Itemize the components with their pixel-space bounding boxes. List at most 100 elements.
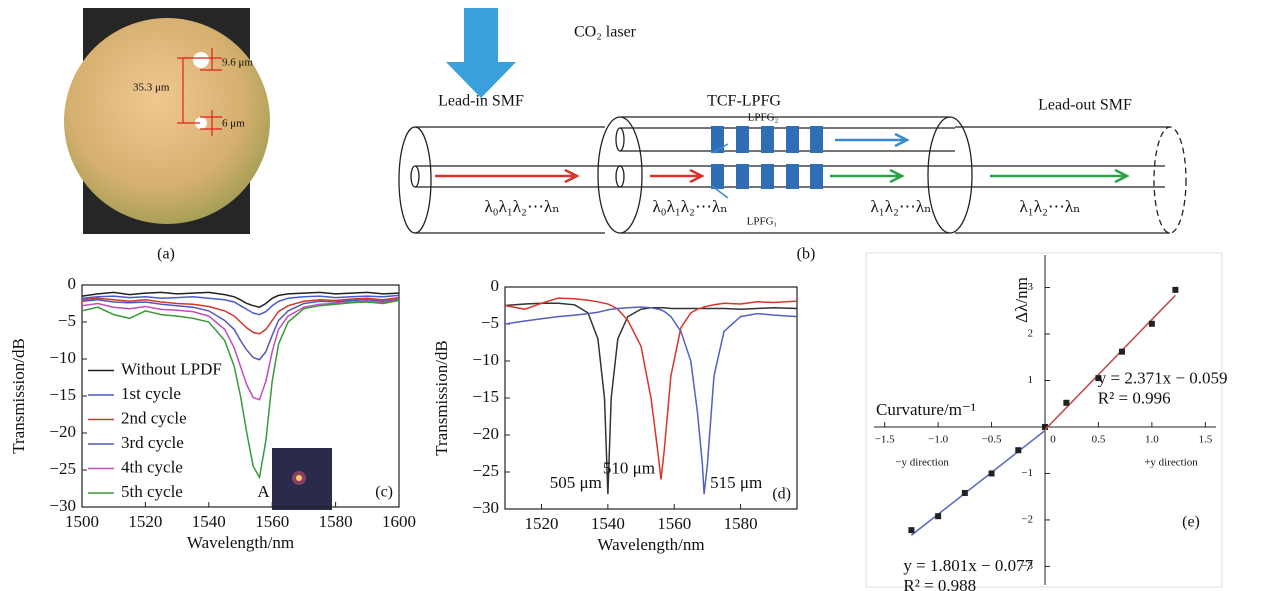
legend-label: 3rd cycle xyxy=(121,433,184,452)
hole xyxy=(193,52,209,68)
cylinder-end xyxy=(597,116,643,234)
series-line xyxy=(81,296,400,335)
series-line xyxy=(504,306,798,495)
measure-label: 6 μm xyxy=(222,118,245,130)
series-line xyxy=(504,297,798,480)
x-tick-label: −0.5 xyxy=(982,434,1002,446)
photo: 9.6 μm 35.3 μm 6 μm (a) xyxy=(64,8,270,263)
cylinder xyxy=(955,126,1170,234)
measure-label: 35.3 μm xyxy=(133,82,170,94)
measure-label: 9.6 μm xyxy=(222,57,253,69)
data-point xyxy=(961,489,968,496)
panel-label: (d) xyxy=(772,486,791,503)
x-tick-label: 1560 xyxy=(255,512,289,531)
data-point xyxy=(1063,399,1070,406)
y-tick-label: −2 xyxy=(1021,513,1033,525)
panel-label: (e) xyxy=(1182,514,1200,531)
data-point xyxy=(1148,320,1155,327)
core xyxy=(415,165,622,188)
y-tick-label: −30 xyxy=(472,498,499,517)
cylinder xyxy=(415,126,605,234)
y-tick-label: −25 xyxy=(472,461,499,480)
series-line xyxy=(81,299,400,401)
x-tick-label: 0 xyxy=(1050,434,1056,446)
caption: (a) xyxy=(157,246,175,263)
x-tick-label: 1540 xyxy=(591,514,625,533)
inset-spot xyxy=(296,475,302,481)
x-tick-label: 1600 xyxy=(382,512,416,531)
series-line xyxy=(504,302,798,495)
series-line xyxy=(81,298,400,361)
x-tick-label: 1.0 xyxy=(1145,434,1159,446)
core-end xyxy=(615,165,625,188)
caption: (b) xyxy=(797,246,816,263)
y-axis-label: Transmission/dB xyxy=(9,338,28,454)
signal-label: λ₁λ₂⋯λₙ xyxy=(1020,197,1081,216)
x-tick-label: 1.5 xyxy=(1198,434,1212,446)
y-tick-label: −25 xyxy=(49,459,76,478)
legend-label: 4th cycle xyxy=(121,457,183,476)
charts: 1500 1520 1540 1560 1580 16000−5−10−15−20−25−… xyxy=(9,252,1228,591)
y-tick-label: 1 xyxy=(1028,374,1034,386)
x-tick-label: 1580 xyxy=(724,514,758,533)
data-point xyxy=(935,513,942,520)
signal-arrows xyxy=(435,132,1130,199)
x-tick-label: 0.5 xyxy=(1092,434,1106,446)
plot-frame xyxy=(865,252,1223,588)
x-tick-label: 1520 xyxy=(525,514,559,533)
x-tick-label: −1.0 xyxy=(928,434,948,446)
annotation: 515 μm xyxy=(710,473,762,492)
signal-label: λ₀λ₁λ₂⋯λₙ xyxy=(484,197,559,216)
direction-label: −y direction xyxy=(895,457,949,469)
series-line xyxy=(81,294,400,316)
legend-label: 2nd cycle xyxy=(121,408,187,427)
y-tick-label: −3 xyxy=(1021,560,1033,572)
x-tick-label: 1580 xyxy=(319,512,353,531)
y-tick-label: −15 xyxy=(49,385,76,404)
section-label: Lead-in SMF xyxy=(438,93,524,110)
measure-lines xyxy=(177,48,222,136)
y-tick-label: −30 xyxy=(49,496,76,515)
x-tick-label: 1520 xyxy=(128,512,162,531)
section-label: TCF-LPFG xyxy=(707,93,781,110)
inset-image xyxy=(272,448,332,510)
y-axis-label: Δλ/nm xyxy=(1012,277,1031,323)
fit-equation: y = 2.371x − 0.059 xyxy=(1098,368,1228,387)
series-line xyxy=(81,291,400,308)
data-point xyxy=(988,470,995,477)
diagram xyxy=(398,8,1187,234)
y-tick-label: 0 xyxy=(68,274,77,293)
core xyxy=(620,127,1165,188)
x-tick-label: 1540 xyxy=(192,512,226,531)
y-tick-label: 0 xyxy=(491,276,500,295)
x-tick-label: 1560 xyxy=(657,514,691,533)
legend-label: 5th cycle xyxy=(121,482,183,501)
cylinder xyxy=(620,116,950,234)
fit-r2: R² = 0.996 xyxy=(1098,388,1171,407)
data-point xyxy=(1015,447,1022,454)
y-tick-label: −10 xyxy=(49,348,76,367)
data-point xyxy=(1118,348,1125,355)
x-axis-label: Wavelength/nm xyxy=(597,535,704,554)
cylinder-end xyxy=(927,116,973,234)
core-end xyxy=(410,165,420,188)
x-axis-label: Wavelength/nm xyxy=(187,533,294,552)
cylinder-end xyxy=(1153,126,1187,234)
y-tick-label: 3 xyxy=(1028,281,1034,293)
x-tick-label: 1500 xyxy=(65,512,99,531)
y-tick-label: −20 xyxy=(49,422,76,441)
signal-label: λ₁λ₂⋯λₙ xyxy=(871,197,932,216)
x-axis-label: Curvature/m⁻¹ xyxy=(876,400,976,419)
grating-label: LPFG₁ xyxy=(747,216,778,228)
gratings xyxy=(711,126,823,189)
y-tick-label: −15 xyxy=(472,387,499,406)
series-line xyxy=(81,299,400,480)
y-tick-label: −1 xyxy=(1021,467,1033,479)
section-label: Lead-out SMF xyxy=(1038,97,1132,114)
data-point xyxy=(1042,423,1048,430)
data-point xyxy=(1172,286,1179,293)
fit-line xyxy=(1044,294,1176,431)
y-tick-label: −5 xyxy=(481,313,499,332)
